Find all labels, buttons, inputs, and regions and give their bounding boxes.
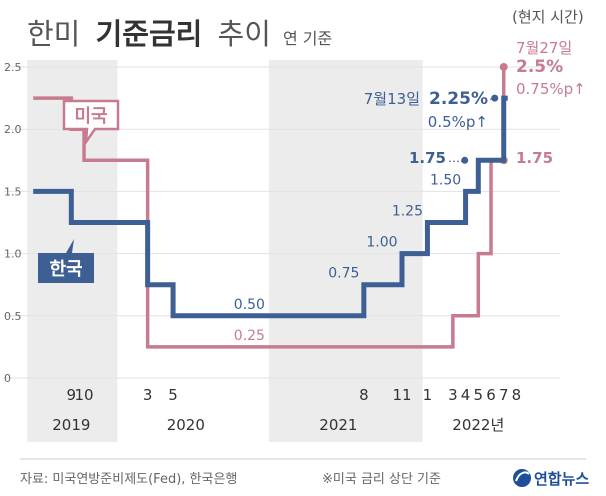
x-tick-label: 3 bbox=[448, 386, 458, 404]
us-date-label: 7월27일 bbox=[516, 39, 572, 57]
y-tick-label: 0 bbox=[4, 372, 11, 385]
year-label: 2022년 bbox=[452, 416, 504, 434]
x-tick-label: 8 bbox=[359, 386, 369, 404]
data-label: 1.25 bbox=[392, 204, 423, 220]
source-note: 자료: 미국연방준비제도(Fed), 한국은행 bbox=[20, 471, 237, 487]
korea-latest-point bbox=[491, 94, 499, 102]
korea-latest-annotation: 7월13일 2.25% 0.5%p↑ 1.75 bbox=[364, 89, 488, 167]
data-label: 0.75 bbox=[328, 266, 359, 282]
korea-legend-label: 한국 bbox=[49, 259, 82, 280]
us-legend-label: 미국 bbox=[74, 106, 107, 127]
y-tick-label: 2.0 bbox=[4, 123, 22, 136]
year-label: 2019 bbox=[52, 416, 90, 434]
data-label: 0.25 bbox=[234, 328, 265, 344]
year-labels: 2019 2020 2021 2022년 bbox=[52, 416, 504, 434]
us-value-label: 2.5% bbox=[516, 57, 563, 77]
korea-date-label: 7월13일 bbox=[364, 90, 420, 108]
korea-legend: 한국 bbox=[38, 239, 94, 283]
korea-rate-line bbox=[33, 95, 508, 319]
year-label: 2021 bbox=[319, 416, 357, 434]
y-tick-label: 2.5 bbox=[4, 61, 22, 74]
data-label: 0.50 bbox=[234, 297, 265, 313]
logo-mark-icon bbox=[513, 469, 531, 487]
x-tick-label: 8 bbox=[512, 386, 522, 404]
local-time-note: (현지 시간) bbox=[512, 8, 584, 26]
y-tick-labels: 0 0.5 1.0 1.5 2.0 2.5 bbox=[4, 61, 22, 385]
footnote: ※미국 금리 상단 기준 bbox=[322, 472, 441, 487]
us-latest-annotation: 7월27일 2.5% 0.75%p↑ 1.75 bbox=[516, 39, 586, 167]
korea-rate-series bbox=[33, 94, 508, 319]
korea-prev-point bbox=[461, 156, 469, 164]
chart-subtitle: 연 기준 bbox=[283, 29, 332, 48]
korea-change-label: 0.5%p↑ bbox=[428, 113, 488, 131]
x-tick-labels: 910 3 5 8 11 1 3 4 5 6 7 8 bbox=[67, 386, 522, 404]
us-prev-label: 1.75 bbox=[516, 149, 553, 167]
data-label: 1.50 bbox=[430, 172, 461, 188]
title-suffix: 추이 bbox=[218, 17, 271, 51]
x-tick-label: 7 bbox=[499, 386, 509, 404]
data-label: 1.00 bbox=[366, 235, 397, 251]
year-band bbox=[268, 60, 423, 442]
x-tick-label: 11 bbox=[392, 386, 411, 404]
title-prefix: 한미 bbox=[27, 17, 80, 51]
x-tick-label: 9 bbox=[67, 386, 77, 404]
logo-text: 연합뉴스 bbox=[534, 470, 589, 488]
x-tick-label: 5 bbox=[474, 386, 484, 404]
x-tick-label: 5 bbox=[168, 386, 178, 404]
x-tick-label: 1 bbox=[423, 386, 433, 404]
page-title: 한미 기준금리 추이 bbox=[27, 17, 271, 51]
us-legend: 미국 bbox=[62, 99, 120, 147]
x-tick-label: 10 bbox=[75, 386, 94, 404]
data-labels: 0.50 0.75 1.00 1.25 1.50 0.25 bbox=[234, 172, 461, 344]
korea-value-label: 2.25% bbox=[429, 89, 488, 109]
x-tick-label: 6 bbox=[486, 386, 496, 404]
x-tick-label: 3 bbox=[143, 386, 153, 404]
korea-prev-label: 1.75 bbox=[409, 149, 446, 167]
x-tick-label: 4 bbox=[461, 386, 471, 404]
title-bold: 기준금리 bbox=[96, 17, 203, 51]
y-tick-label: 1.5 bbox=[4, 185, 22, 198]
y-tick-label: 0.5 bbox=[4, 310, 22, 323]
y-tick-label: 1.0 bbox=[4, 248, 22, 261]
us-change-label: 0.75%p↑ bbox=[516, 80, 586, 98]
year-label: 2020 bbox=[167, 416, 205, 434]
us-latest-point bbox=[499, 63, 508, 71]
yonhap-logo: 연합뉴스 bbox=[513, 469, 589, 488]
